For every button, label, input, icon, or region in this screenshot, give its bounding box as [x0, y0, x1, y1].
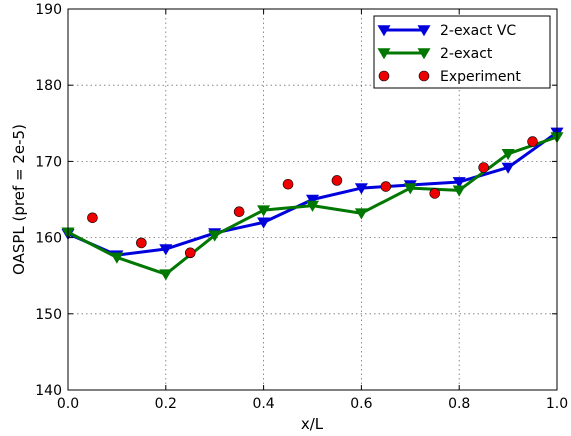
legend-label-experiment: Experiment [440, 69, 521, 85]
legend: 2-exact VC 2-exact Experiment [373, 15, 551, 89]
data-point-2-exact-vc [354, 183, 368, 195]
legend-item-experiment: Experiment [378, 69, 521, 85]
legend-marker-2-exact-vc [417, 25, 431, 37]
data-point-experiment [527, 136, 538, 147]
y-tick-label: 170 [35, 154, 62, 170]
y-tick-label: 180 [35, 78, 62, 94]
data-point-2-exact [354, 208, 368, 220]
series-line-2-exact-vc [67, 131, 558, 257]
series-2-exact [61, 132, 564, 281]
axis-ticks: 0.0 0.2 0.4 0.6 0.8 1.0 140 150 160 170 180 190 [35, 2, 568, 412]
plot-frame [67, 8, 558, 391]
data-point-2-exact-vc [159, 244, 173, 256]
data-point-2-exact-vc [305, 194, 320, 206]
y-tick-label: 190 [35, 2, 62, 18]
x-tick-label: 0.8 [448, 396, 470, 412]
data-point-experiment [184, 247, 196, 259]
x-tick-label: 0.6 [350, 396, 372, 412]
data-point-experiment [478, 162, 489, 173]
data-point-experiment [331, 175, 343, 186]
data-point-2-exact-vc [452, 177, 466, 189]
x-axis-label: x/L [301, 415, 324, 433]
data-point-experiment [429, 188, 441, 199]
legend-marker-experiment [378, 70, 390, 82]
data-point-2-exact [257, 205, 271, 217]
legend-item-2-exact-vc: 2-exact VC [377, 23, 516, 39]
y-axis-label: OASPL (pref = 2e-5) [10, 124, 28, 275]
y-tick-label: 150 [35, 307, 62, 323]
data-point-2-exact [159, 269, 173, 281]
legend-marker-experiment [418, 70, 430, 82]
y-tick-label: 140 [35, 383, 62, 399]
x-tick-label: 0.2 [155, 396, 177, 412]
legend-marker-2-exact [377, 48, 391, 60]
x-tick-label: 0.4 [252, 396, 274, 412]
series-experiment [87, 136, 538, 259]
data-point-experiment [233, 206, 245, 217]
data-point-2-exact [208, 230, 222, 242]
legend-item-2-exact: 2-exact [377, 46, 493, 62]
data-point-2-exact [403, 183, 417, 195]
data-point-experiment [282, 178, 294, 190]
data-point-2-exact [501, 148, 515, 161]
plot-series [61, 127, 564, 281]
y-tick-label: 160 [35, 231, 62, 247]
data-point-experiment [87, 212, 98, 224]
x-tick-label: 1.0 [546, 396, 568, 412]
data-point-2-exact [305, 200, 320, 212]
data-point-experiment [380, 181, 392, 192]
legend-label-2-exact-vc: 2-exact VC [440, 23, 516, 39]
data-point-2-exact-vc [501, 162, 515, 174]
data-point-2-exact [452, 185, 466, 197]
x-tick-label: 0.0 [57, 396, 79, 412]
data-point-experiment [136, 237, 147, 249]
legend-label-2-exact: 2-exact [440, 46, 493, 62]
data-point-2-exact-vc [257, 217, 271, 229]
legend-marker-2-exact-vc [377, 25, 391, 37]
legend-marker-2-exact [417, 48, 431, 60]
data-point-2-exact [110, 252, 124, 264]
